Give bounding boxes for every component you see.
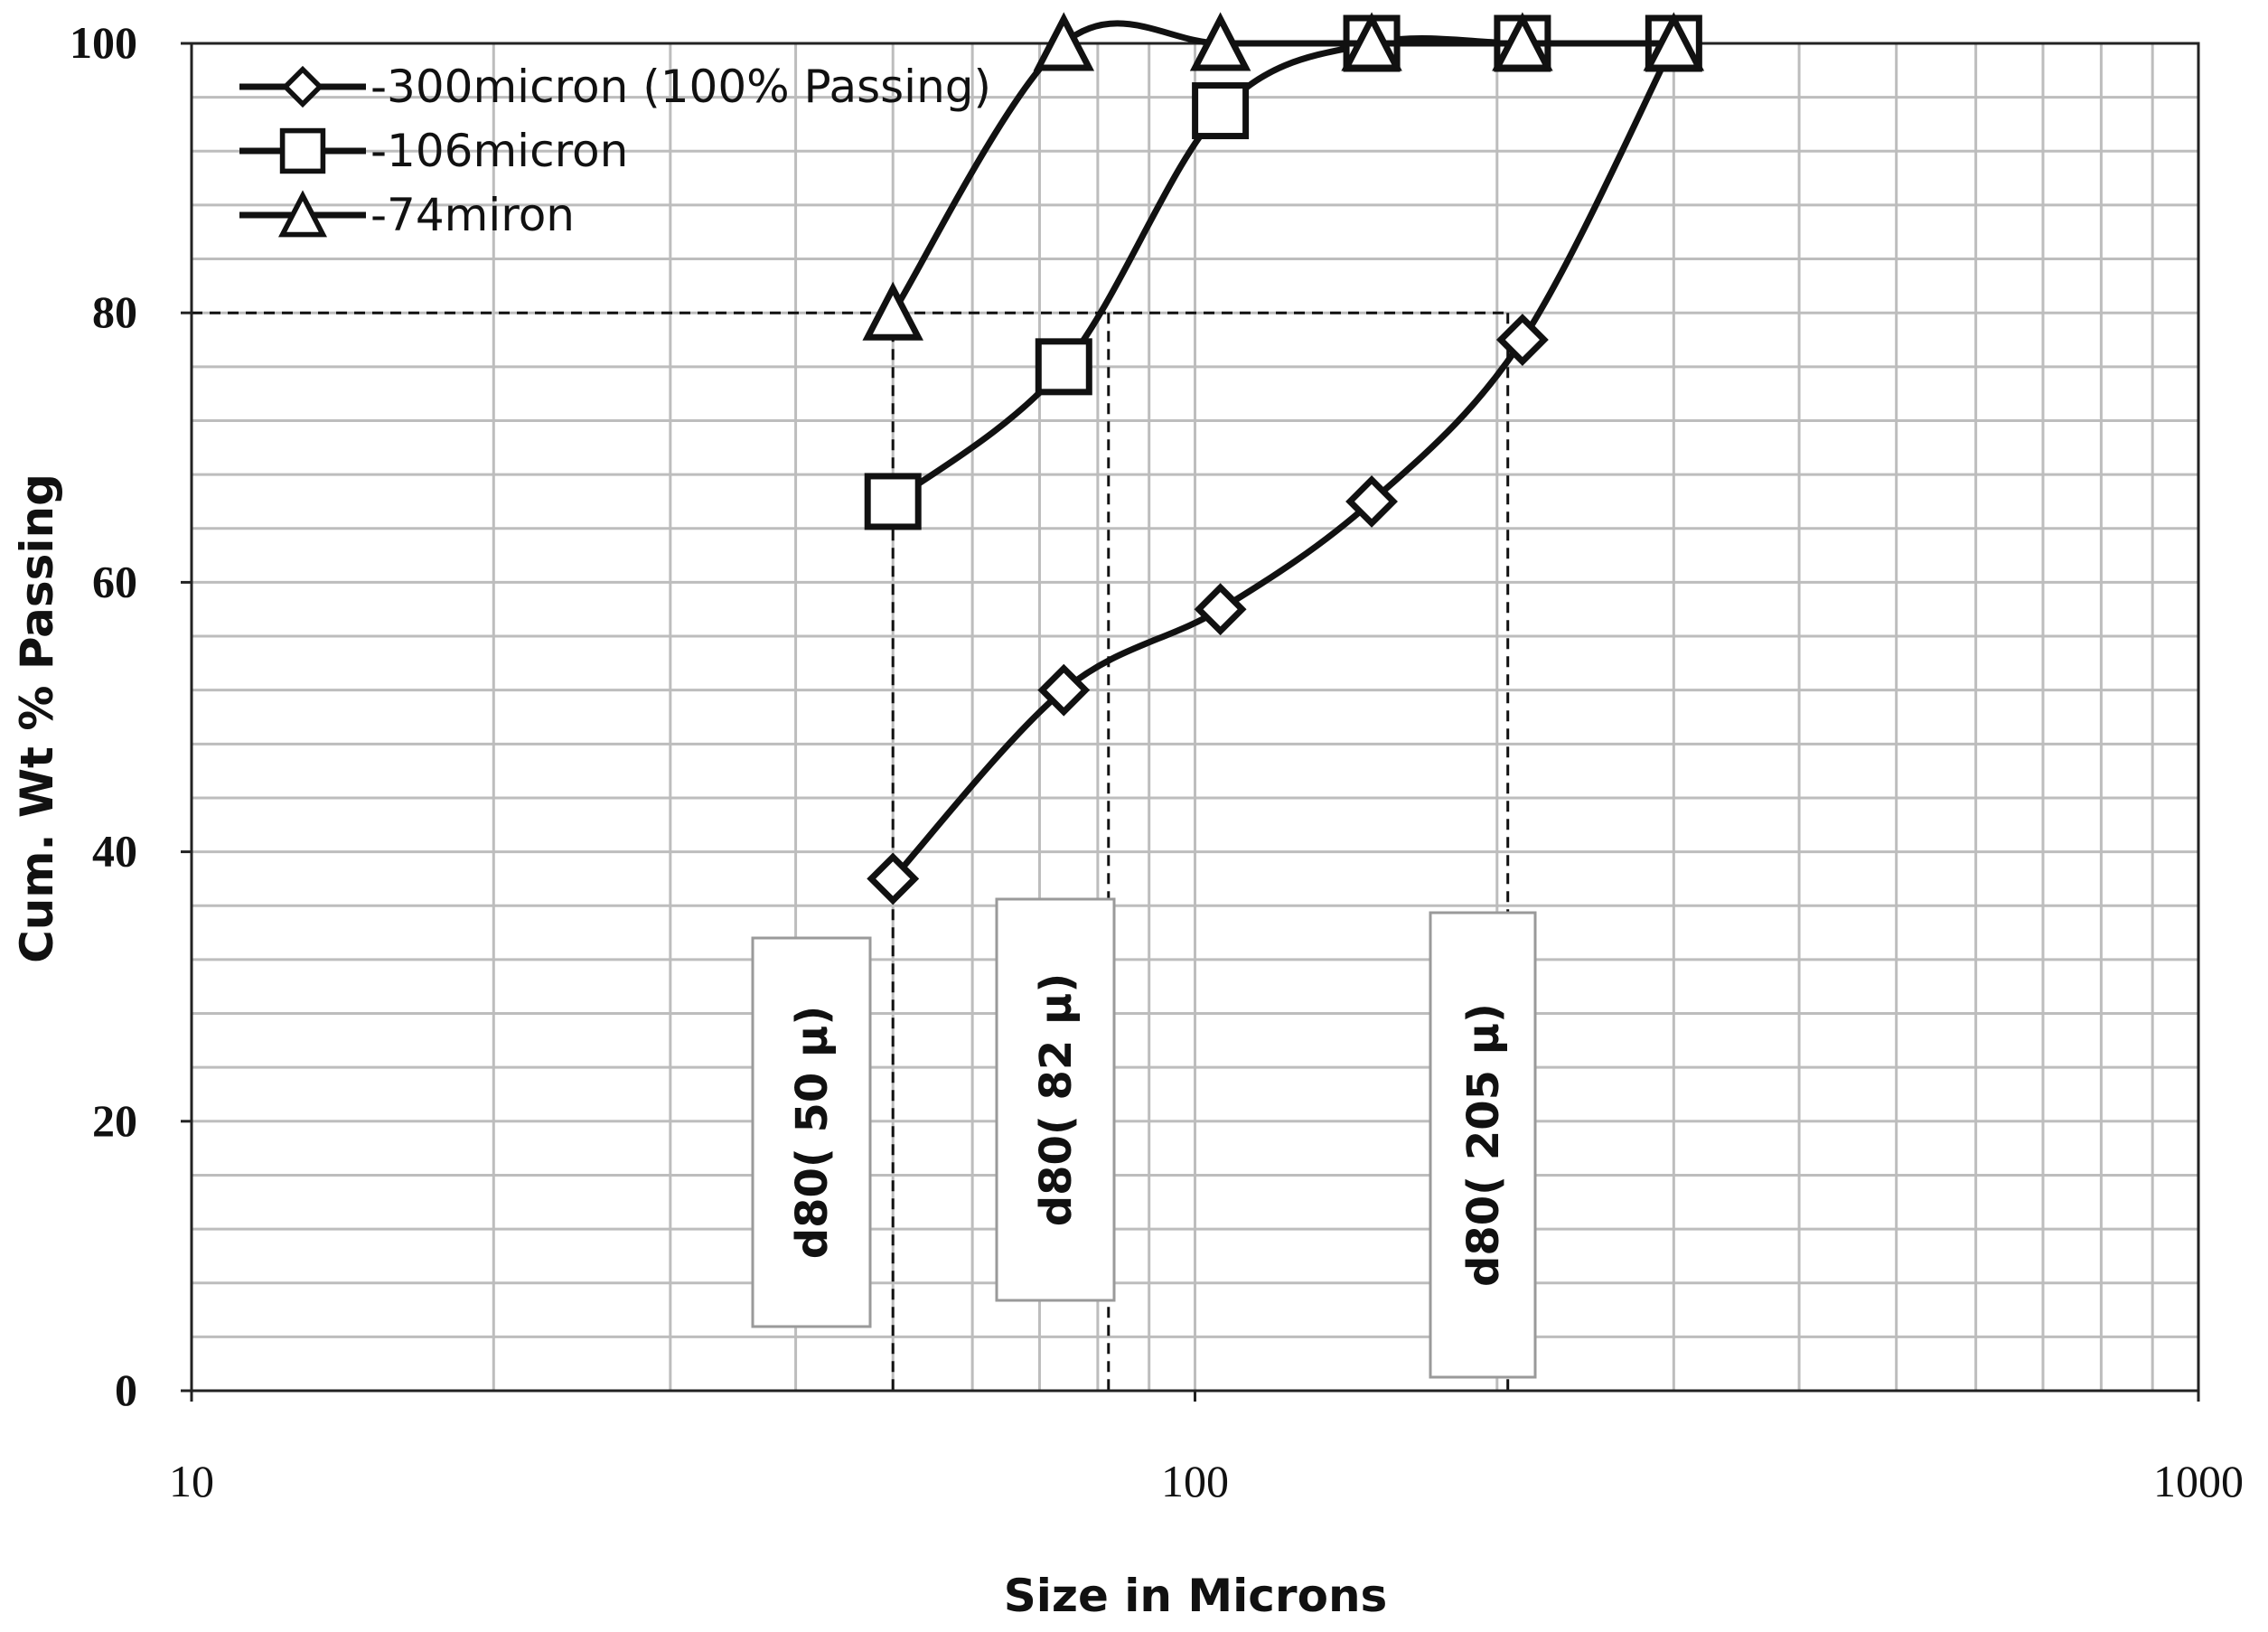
data-point-triangle <box>1033 12 1095 71</box>
grid <box>190 42 2200 1393</box>
y-tick-label: 100 <box>70 17 137 68</box>
x-tick-label: 10 <box>169 1456 214 1506</box>
y-tick-label: 80 <box>92 286 137 337</box>
data-point-triangle <box>862 281 923 341</box>
data-point-triangle <box>1643 12 1705 71</box>
data-point-diamond <box>867 852 920 905</box>
y-tick-label: 60 <box>92 556 137 606</box>
data-point-square <box>1192 82 1250 140</box>
annotation-box <box>751 936 872 1328</box>
annotation-box <box>1429 911 1537 1379</box>
y-tick-label: 0 <box>115 1365 137 1415</box>
legend-label: -300micron (100% Passing) <box>370 61 991 113</box>
annotation-label: d80( 82 µ) <box>1031 973 1082 1227</box>
annotation-label: d80( 50 µ) <box>787 1006 838 1260</box>
annotation-box <box>995 897 1116 1302</box>
legend-marker-triangle <box>277 190 328 238</box>
data-point-square <box>1035 338 1092 396</box>
series <box>862 12 1705 905</box>
legend-label: -74miron <box>370 189 575 241</box>
data-point-diamond <box>1194 583 1247 636</box>
legend-marker-square <box>279 127 326 174</box>
annotations: d80( 50 µ) d80( 82 µ) d80( 205 µ) <box>751 897 1537 1379</box>
x-axis-title: Size in Microns <box>1004 1570 1388 1622</box>
y-tick-label: 40 <box>92 826 137 877</box>
series-line-1 <box>890 42 1677 881</box>
annotation-label: d80( 205 µ) <box>1458 1003 1509 1287</box>
data-point-square <box>864 473 922 530</box>
legend-marker-diamond <box>281 65 324 108</box>
y-tick-label: 20 <box>92 1095 137 1146</box>
legend: -300micron (100% Passing) -106micron -74mi… <box>239 61 991 241</box>
data-point-triangle <box>1341 12 1402 71</box>
data-point-diamond <box>1037 663 1091 717</box>
legend-label: -106micron <box>370 125 628 177</box>
reference-lines <box>192 311 1510 1391</box>
data-point-triangle <box>1189 12 1251 71</box>
data-point-diamond <box>1345 474 1398 528</box>
data-point-triangle <box>1492 12 1553 71</box>
x-tick-label: 100 <box>1161 1456 1229 1506</box>
x-tick-label: 1000 <box>2153 1456 2244 1506</box>
data-point-diamond <box>1495 314 1549 366</box>
y-axis-title: Cum. Wt % Passing <box>11 474 63 963</box>
